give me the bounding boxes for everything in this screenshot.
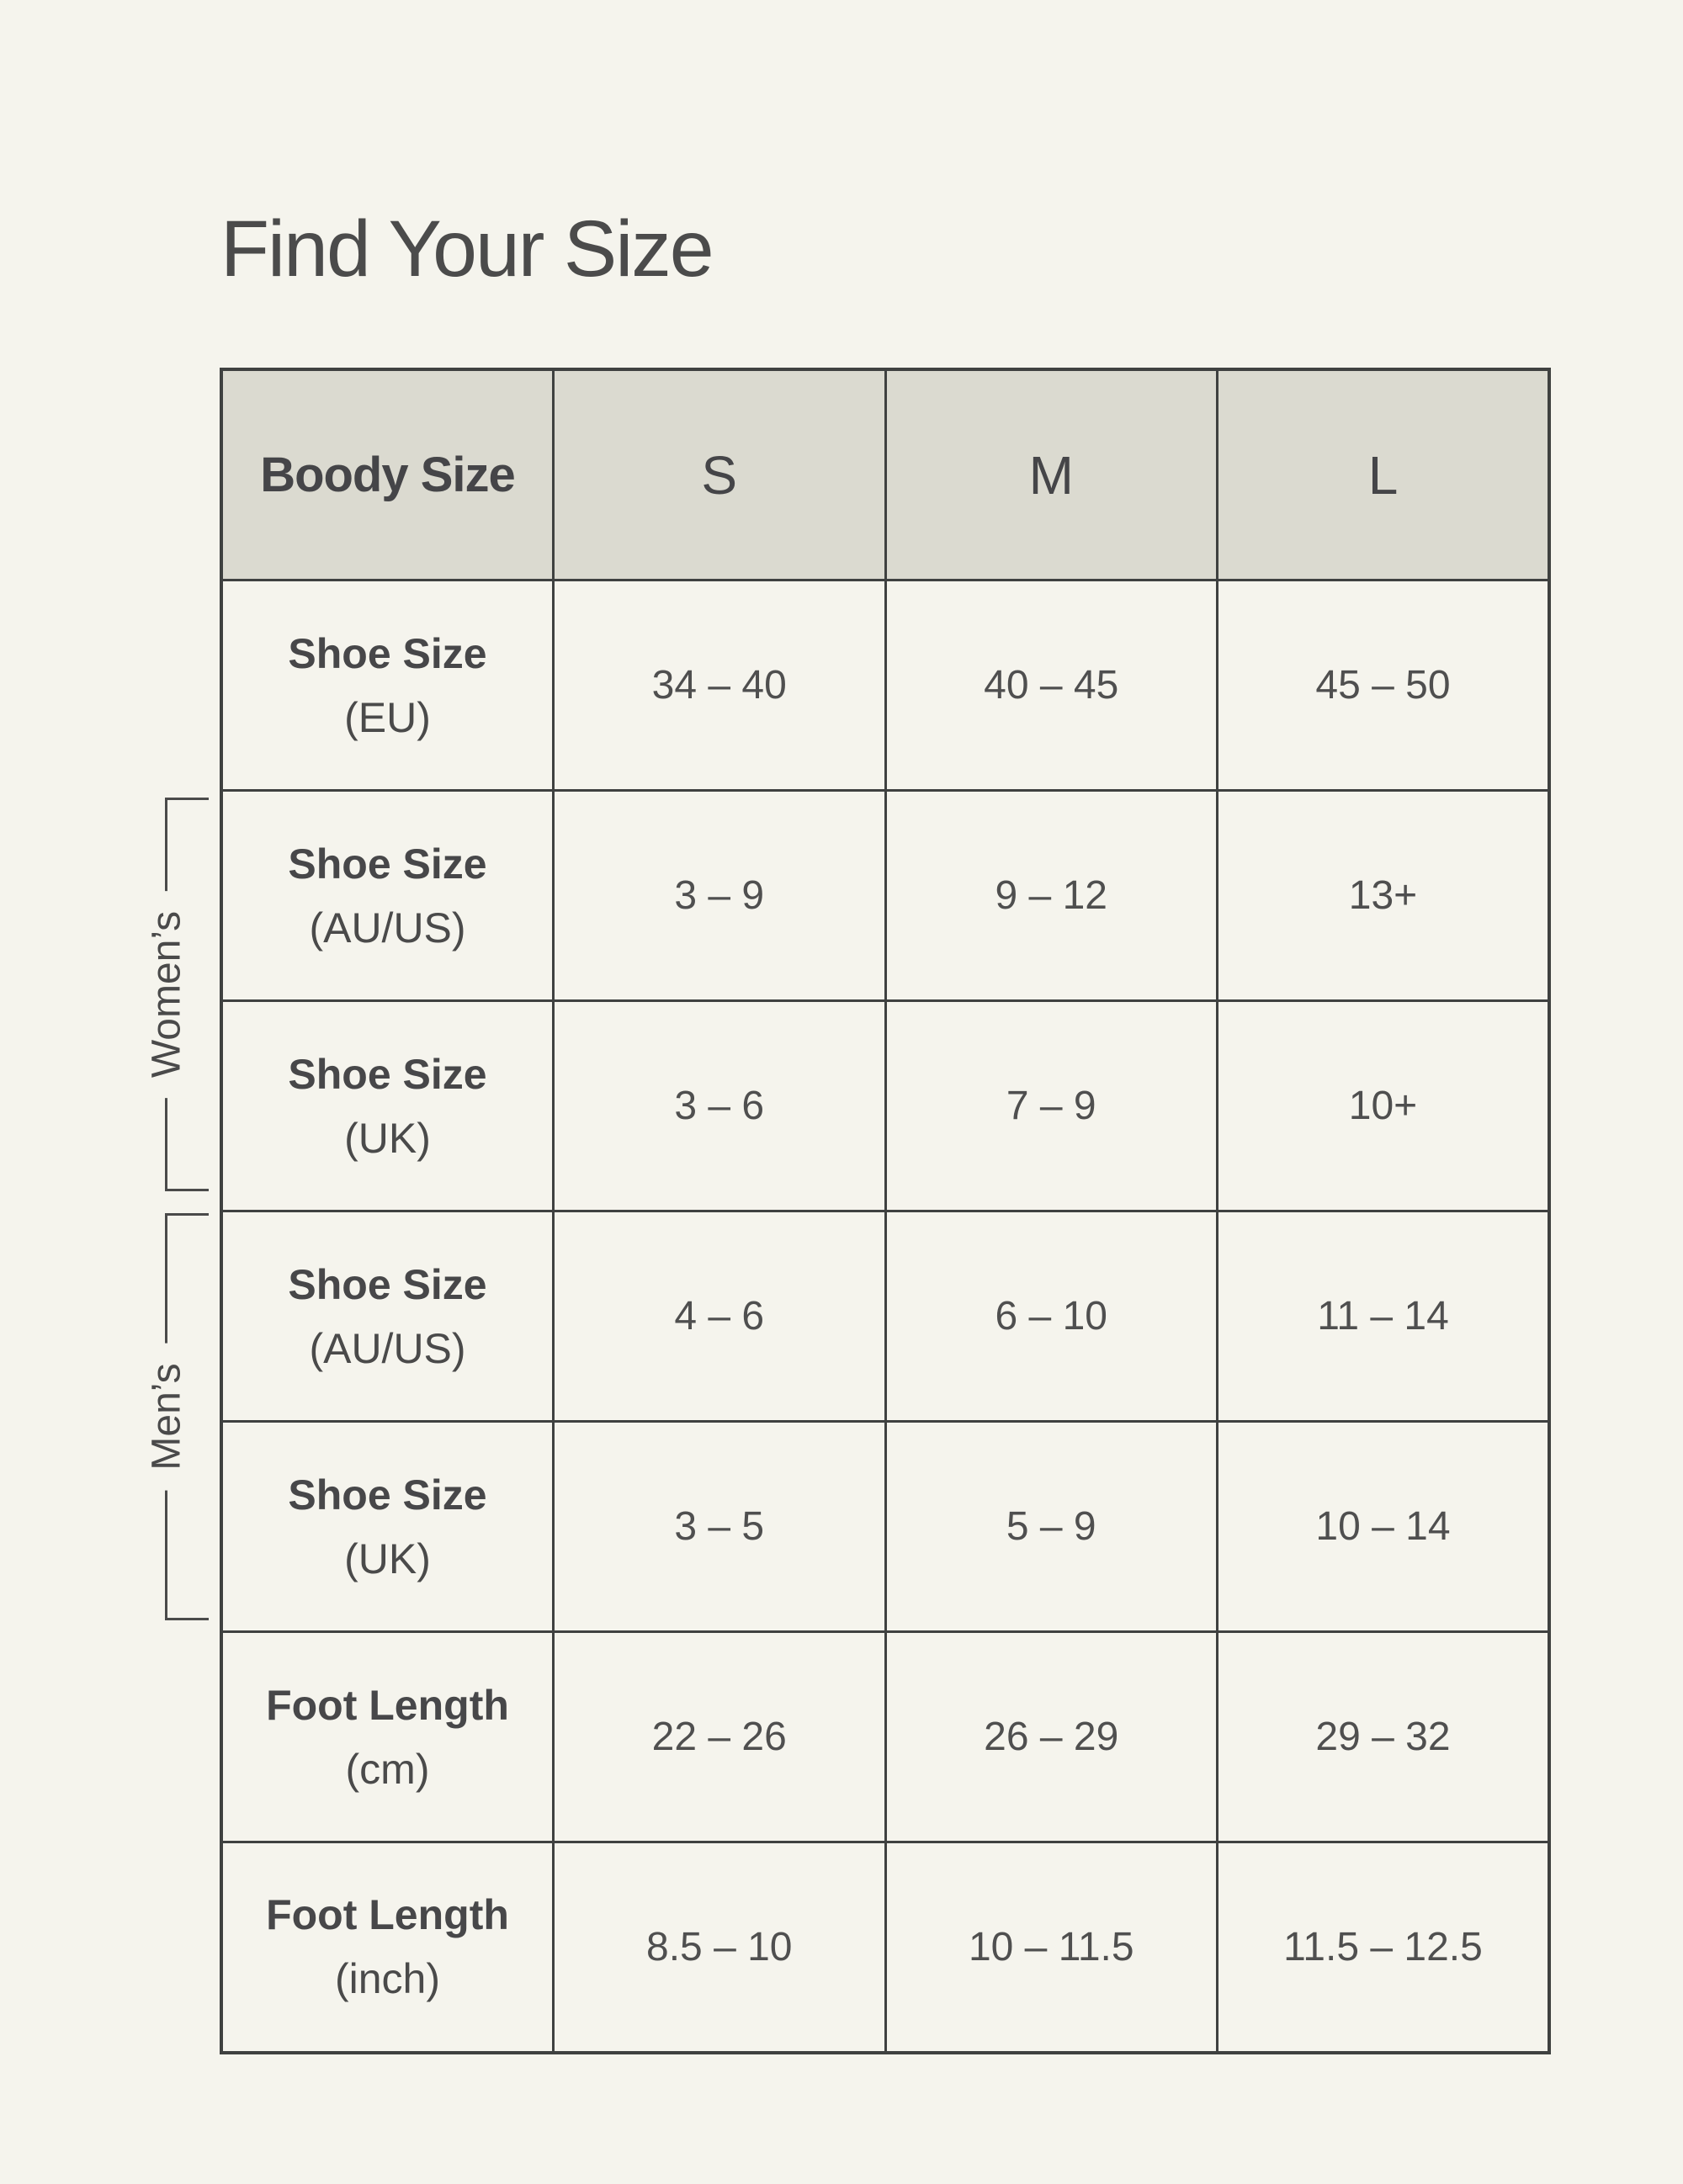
value-text: 10 – 14 (1315, 1504, 1451, 1549)
value-text: 22 – 26 (651, 1715, 787, 1759)
row-label-cell: Foot Length (inch) (220, 1841, 555, 2054)
value-cell-l: 29 – 32 (1216, 1630, 1551, 1843)
value-cell-l: 45 – 50 (1216, 579, 1551, 792)
value-cell-s: 3 – 6 (552, 999, 887, 1212)
table-row-foot-length-cm: Foot Length (cm) 22 – 26 26 – 29 29 – 32 (220, 1630, 1551, 1843)
header-cell-size-m: M (884, 368, 1218, 581)
row-label: Shoe Size (288, 1471, 487, 1519)
value-text: 45 – 50 (1315, 663, 1451, 708)
size-s-label: S (701, 444, 738, 506)
value-text: 8.5 – 10 (646, 1924, 793, 1969)
mens-group-bracket: Men’s (143, 1213, 209, 1620)
value-cell-s: 3 – 9 (552, 789, 887, 1002)
header-cell-size-l: L (1216, 368, 1551, 581)
value-text: 13+ (1348, 873, 1418, 918)
value-cell-l: 13+ (1216, 789, 1551, 1002)
table-row-mens-shoe-size-uk: Shoe Size (UK) 3 – 5 5 – 9 10 – 14 (220, 1420, 1551, 1633)
value-cell-s: 22 – 26 (552, 1630, 887, 1843)
value-text: 29 – 32 (1315, 1715, 1451, 1759)
mens-bracket-bottom-tick (165, 1618, 209, 1620)
row-label: Shoe Size (288, 840, 487, 888)
value-text: 10+ (1348, 1084, 1418, 1128)
row-unit: (UK) (344, 1535, 431, 1582)
value-text: 4 – 6 (674, 1294, 765, 1338)
row-label: Foot Length (266, 1681, 509, 1729)
page-title: Find Your Size (220, 204, 714, 294)
value-cell-s: 34 – 40 (552, 579, 887, 792)
value-text: 40 – 45 (984, 663, 1119, 708)
value-text: 34 – 40 (651, 663, 787, 708)
row-label-cell: Shoe Size (UK) (220, 999, 555, 1212)
value-text: 11.5 – 12.5 (1283, 1924, 1483, 1969)
table-row-womens-shoe-size-au-us: Shoe Size (AU/US) 3 – 9 9 – 12 13+ (220, 789, 1551, 1002)
value-cell-m: 26 – 29 (884, 1630, 1218, 1843)
womens-group-bracket: Women’s (143, 798, 209, 1191)
value-cell-l: 11.5 – 12.5 (1216, 1841, 1551, 2054)
value-cell-m: 10 – 11.5 (884, 1841, 1218, 2054)
womens-bracket-top-tick (165, 798, 209, 800)
value-text: 3 – 6 (674, 1084, 765, 1128)
value-text: 7 – 9 (1006, 1084, 1096, 1128)
table-row-foot-length-inch: Foot Length (inch) 8.5 – 10 10 – 11.5 11… (220, 1841, 1551, 2054)
row-label-cell: Shoe Size (UK) (220, 1420, 555, 1633)
row-label-cell: Foot Length (cm) (220, 1630, 555, 1843)
size-m-label: M (1028, 444, 1074, 506)
value-text: 11 – 14 (1317, 1294, 1449, 1338)
table-row-shoe-size-eu: Shoe Size (EU) 34 – 40 40 – 45 45 – 50 (220, 579, 1551, 792)
value-cell-m: 7 – 9 (884, 999, 1218, 1212)
row-unit: (EU) (344, 693, 431, 741)
table-row-mens-shoe-size-au-us: Shoe Size (AU/US) 4 – 6 6 – 10 11 – 14 (220, 1210, 1551, 1423)
value-text: 26 – 29 (984, 1715, 1119, 1759)
row-label-cell: Shoe Size (AU/US) (220, 789, 555, 1002)
header-cell-size-s: S (552, 368, 887, 581)
row-label: Foot Length (266, 1891, 509, 1939)
value-cell-l: 10+ (1216, 999, 1551, 1212)
header-label: Boody Size (260, 448, 516, 502)
row-label: Shoe Size (288, 1050, 487, 1098)
row-label: Shoe Size (288, 1260, 487, 1308)
row-unit: (AU/US) (309, 1324, 466, 1372)
value-text: 9 – 12 (995, 873, 1107, 918)
mens-group-label: Men’s (143, 1343, 190, 1491)
value-cell-m: 5 – 9 (884, 1420, 1218, 1633)
value-cell-s: 3 – 5 (552, 1420, 887, 1633)
row-unit: (UK) (344, 1114, 431, 1162)
row-unit: (cm) (345, 1745, 430, 1793)
value-cell-s: 4 – 6 (552, 1210, 887, 1423)
table-row-womens-shoe-size-uk: Shoe Size (UK) 3 – 6 7 – 9 10+ (220, 999, 1551, 1212)
row-label: Shoe Size (288, 629, 487, 677)
value-cell-m: 40 – 45 (884, 579, 1218, 792)
value-cell-m: 6 – 10 (884, 1210, 1218, 1423)
header-cell-boody-size: Boody Size (220, 368, 555, 581)
value-cell-m: 9 – 12 (884, 789, 1218, 1002)
value-cell-l: 10 – 14 (1216, 1420, 1551, 1633)
womens-group-label: Women’s (143, 890, 190, 1099)
value-text: 3 – 9 (674, 873, 765, 918)
value-text: 3 – 5 (674, 1504, 765, 1549)
row-unit: (inch) (334, 1955, 441, 2003)
header-row: Boody Size S M L (220, 368, 1551, 581)
size-chart-table: Boody Size S M L Shoe Size (EU) 34 – 40 … (220, 368, 1551, 2054)
value-cell-s: 8.5 – 10 (552, 1841, 887, 2054)
row-label-cell: Shoe Size (AU/US) (220, 1210, 555, 1423)
value-cell-l: 11 – 14 (1216, 1210, 1551, 1423)
womens-bracket-bottom-tick (165, 1189, 209, 1191)
value-text: 6 – 10 (995, 1294, 1107, 1338)
row-label-cell: Shoe Size (EU) (220, 579, 555, 792)
size-l-label: L (1367, 444, 1399, 506)
value-text: 10 – 11.5 (968, 1924, 1134, 1969)
row-unit: (AU/US) (309, 904, 466, 952)
value-text: 5 – 9 (1006, 1504, 1096, 1549)
mens-bracket-top-tick (165, 1213, 209, 1216)
